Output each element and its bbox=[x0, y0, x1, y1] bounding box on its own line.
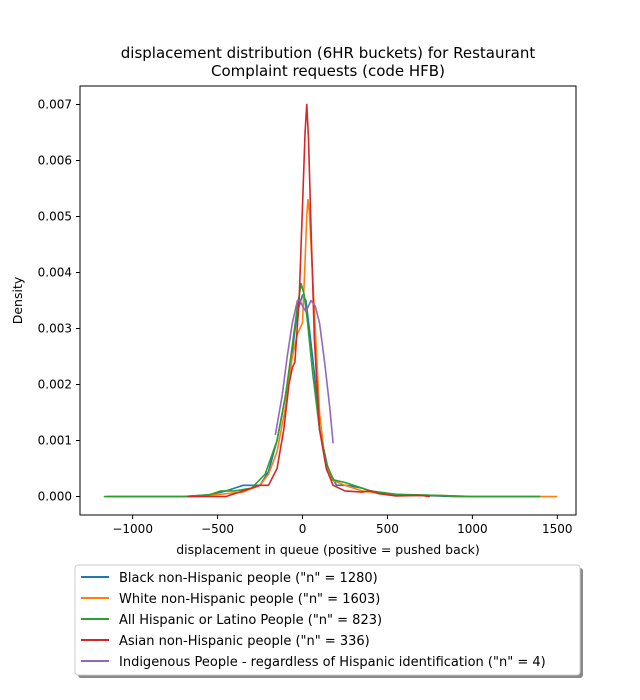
y-axis-ticks: 0.000 0.001 0.002 0.003 0.004 0.005 0.006 0.007 bbox=[38, 97, 80, 504]
x-tick-label: −500 bbox=[201, 522, 234, 536]
plot-area: −1000 −500 0 500 1000 1500 0.0000.0010.0020.0… bbox=[38, 85, 577, 536]
x-axis-label: displacement in queue (positive = pushed… bbox=[176, 542, 480, 557]
y-tick-label: 0.007 bbox=[38, 97, 72, 111]
x-tick-label: 1000 bbox=[457, 522, 488, 536]
legend-entry-label: Indigenous People - regardless of Hispan… bbox=[119, 655, 546, 670]
series-lines bbox=[103, 103, 558, 498]
x-tick-label: 1500 bbox=[542, 522, 573, 536]
x-tick-label: −1000 bbox=[112, 522, 153, 536]
legend-box bbox=[74, 564, 581, 676]
chart-title: displacement distribution (6HR buckets) … bbox=[121, 44, 536, 80]
y-axis-label: Density bbox=[10, 276, 25, 324]
x-tick-label: 500 bbox=[376, 522, 399, 536]
y-tick-label: 0.002 bbox=[38, 378, 72, 392]
axes-frame bbox=[79, 85, 577, 516]
y-tick-label: 0.003 bbox=[38, 322, 72, 336]
y-tick-label: 0.001 bbox=[38, 434, 72, 448]
legend: Black non-Hispanic people ("n" = 1280) Wh… bbox=[74, 564, 583, 678]
y-tick-label: 0.000 bbox=[38, 490, 72, 504]
legend-entry-label: Asian non-Hispanic people ("n" = 336) bbox=[119, 634, 370, 649]
series-line-5 bbox=[274, 299, 334, 444]
y-tick-label: 0.005 bbox=[38, 209, 72, 223]
series-line-4 bbox=[187, 103, 431, 498]
chart-title-line: Complaint requests (code HFB) bbox=[211, 62, 445, 80]
legend-entry-label: All Hispanic or Latino People ("n" = 823… bbox=[119, 613, 382, 628]
y-tick-label: 0.004 bbox=[38, 265, 72, 279]
x-tick-label: 0 bbox=[299, 522, 307, 536]
x-axis-ticks: −1000 −500 0 500 1000 1500 bbox=[112, 515, 573, 536]
chart-title-line: displacement distribution (6HR buckets) … bbox=[121, 44, 536, 62]
legend-entry-label: White non-Hispanic people ("n" = 1603) bbox=[119, 592, 380, 607]
y-tick-label: 0.006 bbox=[38, 153, 72, 167]
legend-entry-label: Black non-Hispanic people ("n" = 1280) bbox=[119, 571, 378, 586]
